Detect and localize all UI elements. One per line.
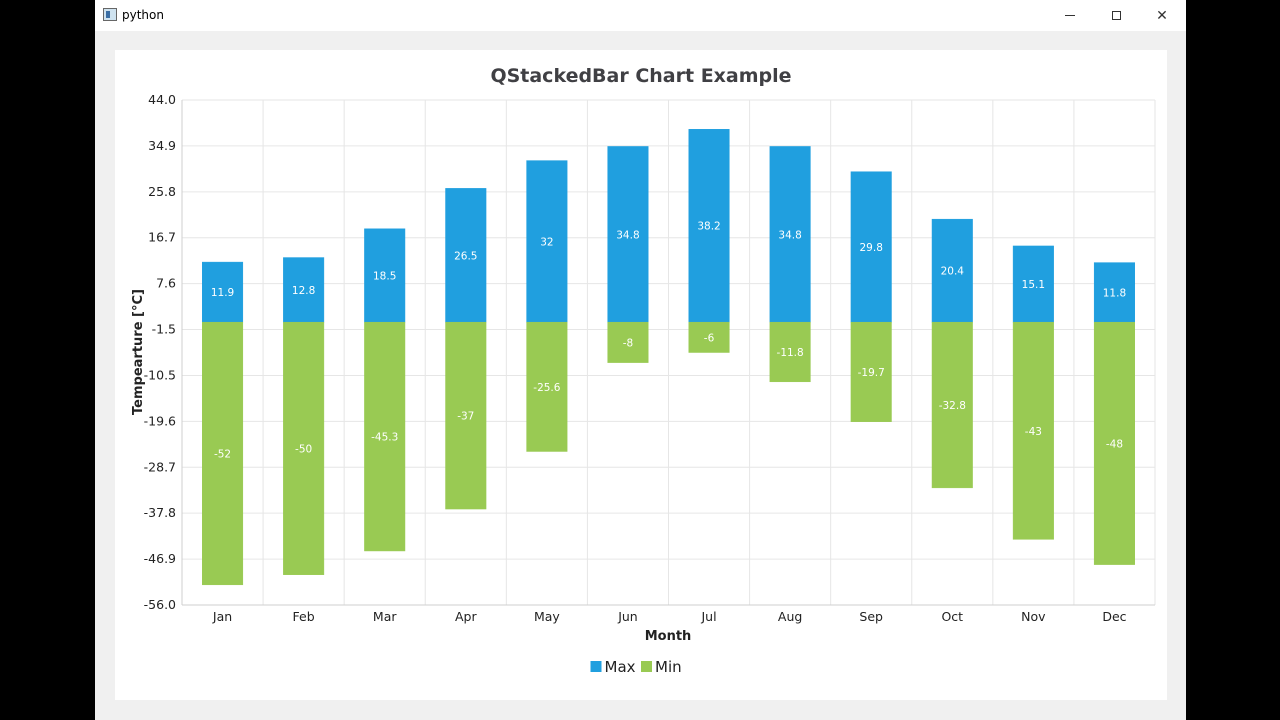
y-tick-label: 34.9 (148, 138, 176, 153)
minimize-button[interactable] (1047, 0, 1093, 31)
grid-lines (181, 99, 1156, 606)
y-axis-title: Tempearture [°C] (131, 289, 146, 415)
legend: Max Min (590, 658, 682, 676)
y-tick-label: -1.5 (152, 322, 176, 337)
data-label: -6 (704, 332, 715, 344)
bar-max-dec[interactable] (1093, 262, 1135, 323)
x-tick-label: May (534, 609, 560, 624)
data-label: 29.8 (860, 242, 883, 254)
bar-min-feb[interactable] (283, 321, 325, 575)
y-axis: 44.0 34.9 25.8 16.7 7.6 -1.5 -10.5 -19.6 -28.7 -3… (144, 92, 183, 612)
bar-max-nov[interactable] (1012, 245, 1054, 323)
data-label: -8 (623, 337, 633, 349)
data-label: 18.5 (373, 270, 396, 282)
data-label: -11.8 (777, 347, 804, 359)
bars (202, 129, 1135, 586)
y-tick-label: -56.0 (144, 597, 176, 612)
x-tick-label: Sep (859, 609, 883, 624)
data-label: -19.7 (858, 367, 885, 379)
bar-max-mar[interactable] (364, 228, 406, 323)
x-axis-title: Month (645, 629, 692, 644)
data-label: -25.6 (533, 382, 560, 394)
legend-label-max: Max (605, 658, 636, 676)
data-label: -52 (214, 449, 231, 461)
maximize-icon (1111, 11, 1121, 20)
y-tick-label: -28.7 (144, 459, 176, 474)
bar-min-jan[interactable] (202, 321, 244, 586)
bar-min-aug[interactable] (769, 321, 811, 383)
x-tick-label: Jun (617, 609, 638, 624)
x-axis: Jan Feb Mar Apr May Jun Jul Aug Sep Oct Nov Dec (182, 604, 1155, 624)
data-label: 34.8 (616, 229, 639, 241)
x-tick-label: Dec (1102, 609, 1126, 624)
x-tick-label: Aug (778, 609, 802, 624)
y-tick-label: -46.9 (144, 551, 176, 566)
stacked-bar-chart: QStackedBar Chart Example 11.9 -52 12.8 -50… (131, 65, 1156, 676)
data-label: 11.9 (211, 287, 234, 299)
data-label: 15.1 (1022, 279, 1045, 291)
python-app-icon (103, 8, 117, 21)
title-bar[interactable]: python ✕ (95, 0, 1186, 31)
data-label: 34.8 (778, 229, 801, 241)
data-label: 12.8 (292, 285, 315, 297)
minimize-icon (1065, 15, 1075, 16)
bar-max-may[interactable] (526, 160, 568, 323)
bar-max-sep[interactable] (850, 171, 892, 323)
x-tick-label: Jul (700, 609, 716, 624)
data-label: -45.3 (371, 432, 398, 444)
data-label: -32.8 (939, 400, 966, 412)
x-tick-label: Feb (293, 609, 315, 624)
data-label: -48 (1106, 438, 1123, 450)
x-tick-label: Jan (212, 609, 232, 624)
bar-max-jul[interactable] (688, 129, 730, 323)
data-labels: 11.9 -52 12.8 -50 18.5 -45.3 26.5 -37 32 -25.6 34.… (211, 221, 1126, 461)
bar-max-oct[interactable] (931, 218, 973, 323)
data-label: -37 (457, 411, 474, 423)
data-label: 11.8 (1103, 287, 1126, 299)
y-tick-label: 7.6 (156, 276, 176, 291)
y-tick-label: 44.0 (148, 92, 176, 107)
data-label: -43 (1025, 426, 1042, 438)
bar-max-jun[interactable] (607, 146, 649, 323)
legend-label-min: Min (655, 658, 682, 676)
bar-min-jun[interactable] (607, 321, 649, 363)
data-label: 20.4 (941, 266, 965, 278)
legend-marker-max (590, 661, 602, 672)
bar-max-aug[interactable] (769, 146, 811, 323)
data-label: 26.5 (454, 250, 477, 262)
x-tick-label: Nov (1021, 609, 1046, 624)
bar-min-oct[interactable] (931, 321, 973, 489)
close-button[interactable]: ✕ (1139, 0, 1185, 31)
data-label: 32 (540, 236, 553, 248)
data-label: 38.2 (697, 221, 720, 233)
chart-title: QStackedBar Chart Example (490, 65, 791, 87)
bar-min-nov[interactable] (1012, 321, 1054, 540)
data-label: -50 (295, 443, 312, 455)
chart-view: QStackedBar Chart Example 11.9 -52 12.8 -50… (115, 50, 1167, 700)
bar-min-dec[interactable] (1093, 321, 1135, 565)
close-icon: ✕ (1156, 7, 1168, 24)
y-tick-label: -19.6 (144, 413, 176, 428)
maximize-button[interactable] (1093, 0, 1139, 31)
window-title: python (122, 8, 164, 22)
bar-min-mar[interactable] (364, 321, 406, 552)
y-tick-label: 25.8 (148, 184, 176, 199)
application-window: python ✕ QStackedBar Chart Example 11.9 -… (95, 0, 1186, 720)
bar-max-apr[interactable] (445, 188, 487, 323)
bar-min-may[interactable] (526, 321, 568, 452)
x-tick-label: Mar (373, 609, 397, 624)
x-tick-label: Oct (941, 609, 963, 624)
x-tick-label: Apr (455, 609, 477, 624)
y-tick-label: 16.7 (148, 230, 176, 245)
y-tick-label: -37.8 (144, 505, 176, 520)
bar-min-apr[interactable] (445, 321, 487, 510)
legend-marker-min (641, 661, 652, 672)
bar-min-sep[interactable] (850, 321, 892, 422)
bar-min-jul[interactable] (688, 321, 730, 353)
y-tick-label: -10.5 (144, 367, 176, 382)
bar-max-jan[interactable] (202, 261, 244, 323)
